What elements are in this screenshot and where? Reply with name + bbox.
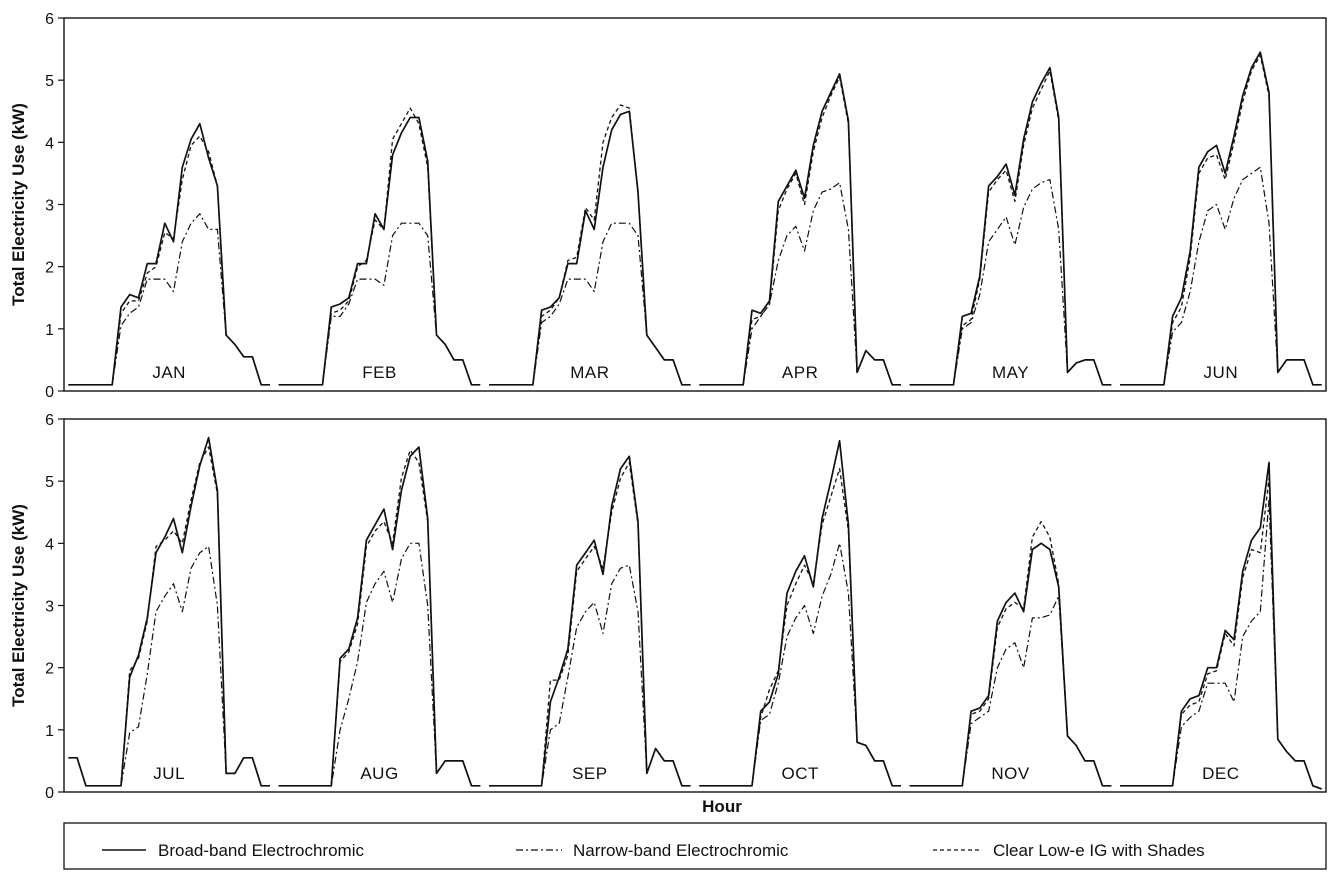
series-line-dashed-nov — [909, 520, 1112, 787]
series-line-dashdot-dec — [1120, 499, 1322, 790]
series-line-solid-apr — [699, 73, 901, 386]
y-tick-label: 2 — [45, 260, 54, 277]
series-line-solid-feb — [278, 116, 481, 386]
series-line-dashed-may — [909, 70, 1112, 386]
series-line-dashed-mar — [489, 104, 691, 386]
legend-label-clear-low-e: Clear Low-e IG with Shades — [993, 841, 1205, 860]
series-line-solid-sep — [489, 455, 691, 787]
series-line-dashdot-sep — [489, 564, 691, 787]
month-label-may: MAY — [992, 363, 1029, 382]
month-label-jul: JUL — [153, 764, 185, 783]
month-label-oct: OCT — [781, 764, 818, 783]
series-line-dashdot-mar — [489, 222, 691, 386]
y-tick-label: 5 — [45, 73, 54, 90]
lower-panel-jul-dec: 0 1 2 3 4 5 6 Total Electricity Use (kW) JUL AUG S… — [9, 412, 1327, 802]
month-label-dec: DEC — [1202, 764, 1239, 783]
series-line-dashdot-apr — [699, 182, 901, 386]
series-line-dashdot-jul — [68, 545, 270, 787]
series-line-dashdot-jan — [68, 213, 270, 386]
series-line-dashed-sep — [489, 461, 691, 787]
month-label-feb: FEB — [362, 363, 397, 382]
series-line-dashed-jun — [1120, 54, 1322, 386]
month-label-apr: APR — [782, 363, 818, 382]
legend-entry-broad-band: Broad-band Electrochromic — [102, 841, 364, 860]
series-line-dashed-aug — [278, 449, 481, 787]
legend-box — [63, 822, 1327, 870]
series-line-dashed-jul — [68, 446, 270, 787]
y-tick-label: 3 — [45, 198, 54, 215]
series-line-dashdot-feb — [278, 222, 481, 386]
series-line-dashdot-aug — [278, 542, 481, 787]
y-tick-label: 6 — [45, 11, 54, 28]
y-tick-label: 0 — [45, 785, 54, 802]
series-line-dashdot-nov — [909, 595, 1112, 787]
y-tick-label: 6 — [45, 412, 54, 429]
month-label-jun: JUN — [1204, 363, 1239, 382]
series-line-dashdot-may — [909, 179, 1112, 386]
upper-panel-jan-jun: 0 1 2 3 4 5 6 Total Electricity Use (kW) JAN FEB M… — [9, 11, 1327, 401]
y-tick-label: 2 — [45, 661, 54, 678]
plot-frame — [63, 17, 1327, 392]
month-label-sep: SEP — [572, 764, 608, 783]
series-line-solid-aug — [278, 446, 481, 787]
plot-frame — [63, 418, 1327, 793]
legend-label-broad-band: Broad-band Electrochromic — [158, 841, 364, 860]
legend-label-narrow-band: Narrow-band Electrochromic — [573, 841, 789, 860]
legend-entry-clear-low-e: Clear Low-e IG with Shades — [933, 841, 1205, 860]
y-tick-label: 4 — [45, 135, 54, 152]
series-line-solid-oct — [699, 439, 901, 787]
month-label-jan: JAN — [152, 363, 186, 382]
y-axis-label: Total Electricity Use (kW) — [9, 504, 28, 707]
y-tick-label: 1 — [45, 723, 54, 740]
month-label-aug: AUG — [360, 764, 398, 783]
series-line-dashdot-oct — [699, 542, 901, 787]
series-line-dashdot-jun — [1120, 166, 1322, 386]
series-line-dashed-oct — [699, 468, 901, 787]
y-tick-label: 4 — [45, 536, 54, 553]
series-line-solid-mar — [489, 110, 691, 386]
series-line-dashed-apr — [699, 76, 901, 386]
series-line-dashed-dec — [1120, 477, 1322, 790]
series-line-dashed-feb — [278, 107, 481, 386]
series-line-solid-nov — [909, 542, 1112, 787]
month-label-mar: MAR — [570, 363, 609, 382]
y-tick-label: 3 — [45, 599, 54, 616]
series-line-solid-jan — [68, 122, 270, 386]
y-tick-label: 0 — [45, 384, 54, 401]
x-axis-label: Hour — [702, 797, 742, 816]
legend: Broad-band Electrochromic Narrow-band El… — [63, 822, 1327, 870]
y-tick-label: 1 — [45, 322, 54, 339]
legend-entry-narrow-band: Narrow-band Electrochromic — [516, 841, 789, 860]
series-line-solid-may — [909, 66, 1112, 386]
series-line-solid-dec — [1120, 461, 1322, 790]
y-tick-label: 5 — [45, 474, 54, 491]
series-line-dashed-jan — [68, 135, 270, 386]
y-axis-label: Total Electricity Use (kW) — [9, 103, 28, 306]
series-line-solid-jul — [68, 436, 270, 787]
month-label-nov: NOV — [991, 764, 1030, 783]
